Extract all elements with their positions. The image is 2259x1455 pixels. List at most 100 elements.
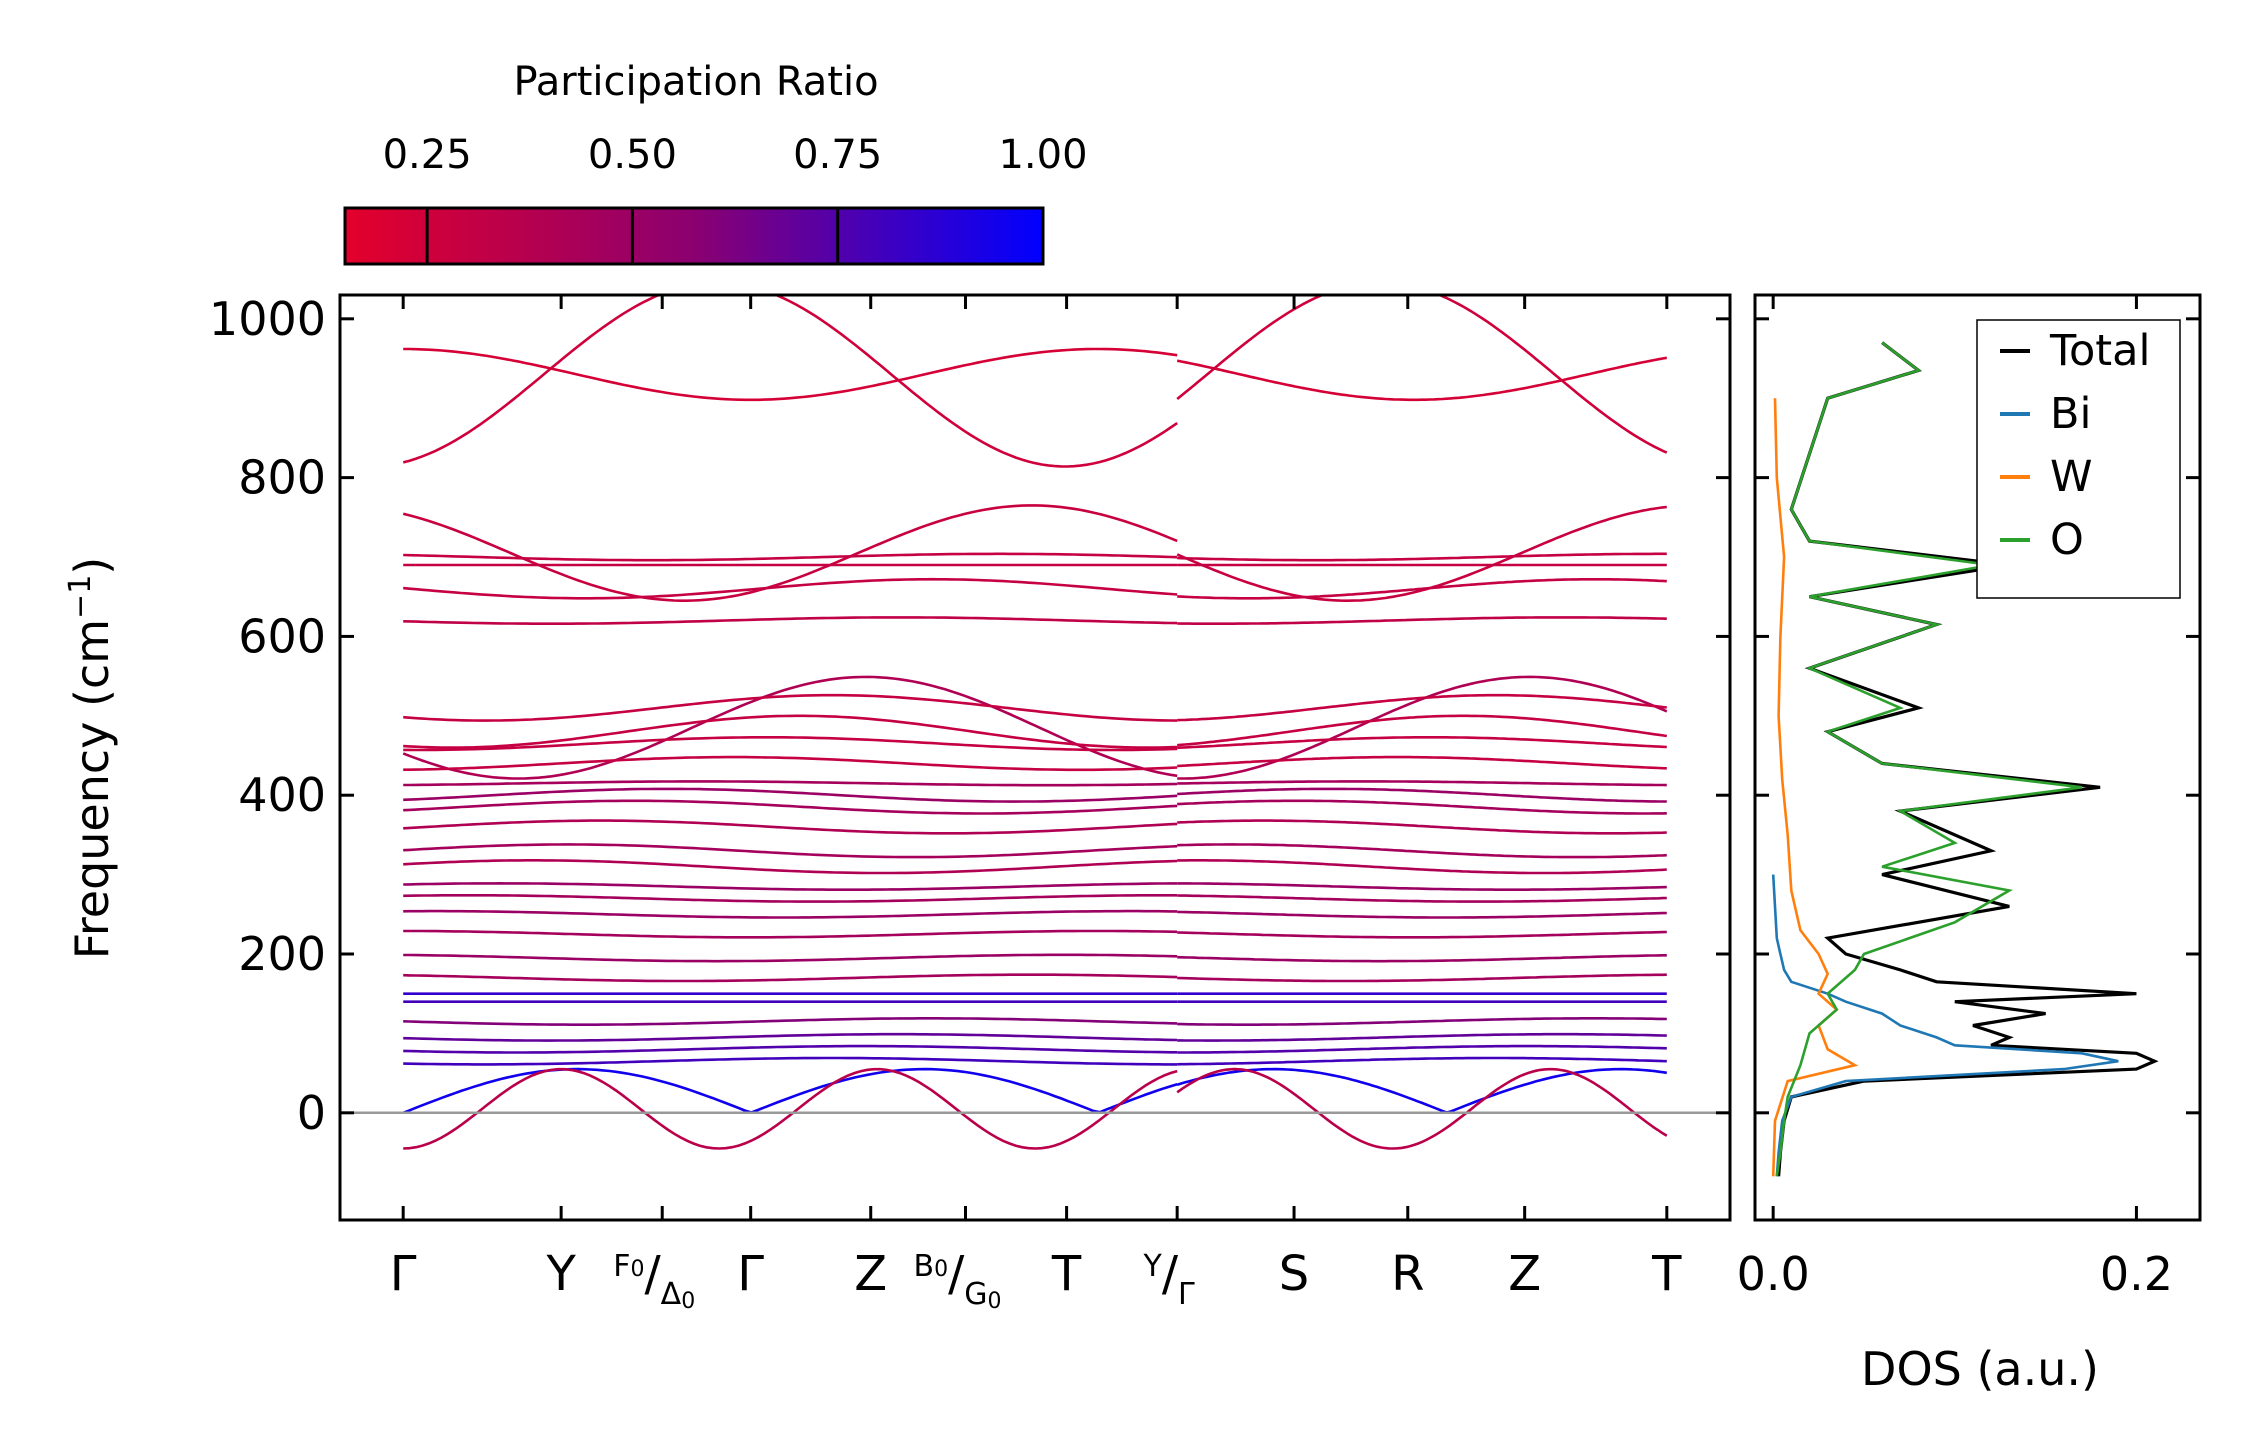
phonon-band: [403, 799, 1178, 815]
phonon-band: [403, 893, 1178, 903]
phonon-band: [403, 843, 1178, 859]
phonon-band: [1177, 1044, 1667, 1054]
phonon-band: [1177, 953, 1667, 963]
phonon-band: [1177, 843, 1667, 859]
high-symmetry-label: S: [1279, 1246, 1309, 1302]
phonon-band: [1177, 552, 1667, 562]
phonon-band: [403, 787, 1178, 803]
phonon-band: [403, 1044, 1178, 1054]
phonon-band: [1177, 973, 1667, 983]
dos-x-axis-title: DOS (a.u.): [1861, 1342, 2099, 1396]
split-high-symmetry-label: B0/G0: [913, 1246, 1001, 1314]
phonon-band: [403, 780, 1178, 787]
phonon-band: [1177, 799, 1667, 815]
phonon-band: [403, 1032, 1178, 1042]
phonon-band: [402, 675, 1178, 780]
dos-series-o: [1775, 341, 2083, 1177]
band-y-tick-label: 600: [238, 609, 326, 663]
phonon-band: [1177, 819, 1667, 835]
participation-ratio-colorbar: Participation Ratio 0.25 0.50 0.75 1.00: [343, 59, 1088, 266]
phonon-band: [1177, 894, 1667, 903]
high-symmetry-label: Z: [1508, 1246, 1541, 1302]
phonon-band: [403, 714, 1178, 749]
dos-x-tick-label: 0.2: [2100, 1247, 2173, 1301]
phonon-band: [1176, 356, 1668, 402]
phonon-band: [1177, 780, 1667, 787]
high-symmetry-label: T: [1051, 1246, 1082, 1302]
phonon-band: [1177, 693, 1667, 722]
phonon-band: [403, 819, 1178, 835]
band-axes-frame: [338, 293, 1732, 1222]
band-y-tick-label: 200: [238, 927, 326, 981]
phonon-band: [1176, 1067, 1667, 1114]
high-symmetry-label: T: [1651, 1246, 1682, 1302]
high-symmetry-label: Z: [854, 1246, 887, 1302]
phonon-band: [403, 616, 1178, 626]
phonon-band: [403, 1016, 1178, 1026]
dos-legend: Total Bi WO: [1976, 319, 2181, 599]
phonon-band: [403, 881, 1178, 892]
phonon-band: [403, 1067, 1178, 1150]
dos-series-w: [1771, 398, 1859, 1177]
phonon-band: [403, 973, 1178, 983]
phonon-band: [402, 295, 1178, 468]
phonon-band: [403, 577, 1178, 600]
colorbar-tick-label: 0.50: [588, 132, 677, 178]
phonon-band: [1177, 714, 1667, 747]
band-y-tick-label: 800: [238, 451, 326, 505]
phonon-band: [403, 1056, 1178, 1066]
phonon-band: [1177, 675, 1668, 780]
band-y-axis-title: Frequency (cm−1): [63, 557, 119, 960]
legend-label-total: Total: [2049, 326, 2150, 376]
phonon-band: [402, 1067, 1178, 1115]
phonon-band: [1176, 1067, 1668, 1150]
phonon-band: [403, 909, 1178, 919]
phonon-band: [1176, 295, 1668, 454]
split-high-symmetry-label: Y/Γ: [1143, 1246, 1196, 1312]
phonon-band: [1177, 755, 1667, 770]
legend-label-o: O: [2050, 515, 2084, 565]
phonon-band: [403, 953, 1178, 963]
phonon-band: [1177, 910, 1667, 919]
phonon-band: [403, 347, 1178, 402]
colorbar-tick-label: 0.75: [793, 132, 882, 178]
high-symmetry-label: Γ: [737, 1246, 764, 1302]
phonon-band: [403, 735, 1178, 752]
phonon-band: [1177, 787, 1667, 803]
phonon-band: [403, 929, 1178, 939]
band-y-tick-label: 400: [238, 768, 326, 822]
phonon-band: [1177, 577, 1667, 600]
phonon-band: [1177, 882, 1667, 892]
split-high-symmetry-label: F0/Δ0: [613, 1246, 695, 1314]
phonon-band: [1177, 858, 1667, 875]
colorbar-tick-label: 0.25: [383, 132, 472, 178]
legend-label-bi: Bi: [2050, 389, 2091, 439]
colorbar-title: Participation Ratio: [513, 59, 878, 105]
phonon-band: [1177, 616, 1667, 626]
high-symmetry-label: Γ: [390, 1246, 417, 1302]
legend-frame: [1976, 319, 2181, 599]
phonon-band: [1177, 930, 1667, 939]
dos-panel: 0.0 0.2 DOS (a.u.) Total Bi WO: [1737, 293, 2202, 1396]
phonon-band: [403, 858, 1178, 875]
legend-label-w: W: [2050, 452, 2093, 502]
phonon-band: [1177, 1016, 1667, 1026]
phonon-band: [1177, 1056, 1667, 1066]
phonon-band: [403, 552, 1178, 562]
high-symmetry-label: R: [1391, 1246, 1424, 1302]
phonon-band: [1177, 735, 1667, 750]
phonon-band: [1176, 505, 1667, 603]
phonon-band: [403, 755, 1178, 772]
phonon-band: [402, 504, 1178, 603]
band-y-tick-label: 1000: [209, 292, 326, 346]
colorbar-tick-label: 1.00: [998, 132, 1087, 178]
band-y-tick-label: 0: [297, 1086, 326, 1140]
dos-x-tick-label: 0.0: [1737, 1247, 1810, 1301]
dos-axes-frame: [1753, 293, 2202, 1222]
colorbar-gradient: [343, 206, 1045, 266]
dos-series-bi: [1771, 874, 2119, 1177]
phonon-band: [1177, 1032, 1667, 1042]
band-structure-panel: 0 200 400 600 800 1000 Γ Y Γ Z T S R Z T F0/Δ0 B0/G0 Y/Γ…: [63, 292, 1732, 1314]
high-symmetry-label: Y: [545, 1246, 576, 1302]
